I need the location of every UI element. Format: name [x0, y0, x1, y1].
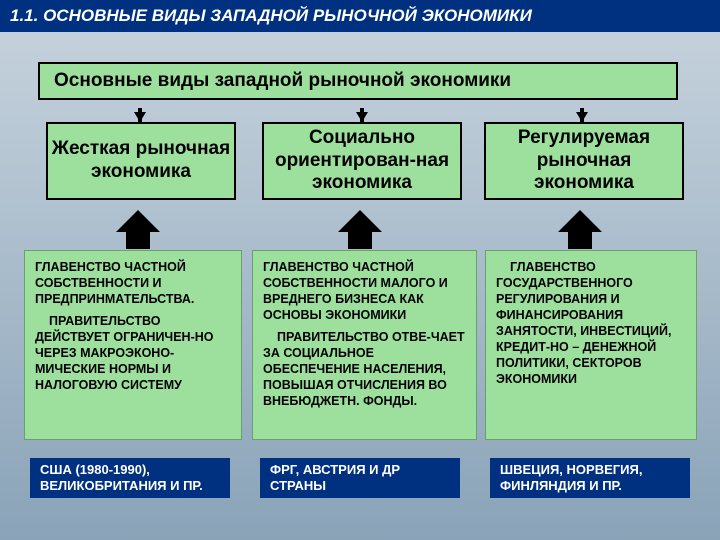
country-box-3: ШВЕЦИЯ, НОРВЕГИЯ, ФИНЛЯНДИЯ И ПР.	[490, 458, 690, 498]
arrow-up-icon	[116, 210, 160, 232]
desc-box-3: ГЛАВЕНСТВО ГОСУДАРСТВЕННОГО РЕГУЛИРОВАНИ…	[485, 250, 697, 440]
arrow-up-icon	[558, 210, 602, 232]
title-box: Основные виды западной рыночной экономик…	[38, 62, 678, 100]
diagram-area: Основные виды западной рыночной экономик…	[0, 32, 720, 538]
country-box-2: ФРГ, АВСТРИЯ И ДР СТРАНЫ	[260, 458, 460, 498]
slide-header: 1.1. ОСНОВНЫЕ ВИДЫ ЗАПАДНОЙ РЫНОЧНОЙ ЭКО…	[0, 0, 720, 32]
arrow-down-icon	[576, 112, 588, 122]
arrow-up-icon	[338, 210, 382, 232]
type-box-2: Социально ориентирован-ная экономика	[262, 122, 462, 200]
type-box-3: Регулируемая рыночная экономика	[484, 122, 684, 200]
desc-text: ГЛАВЕНСТВО ЧАСТНОЙ СОБСТВЕННОСТИ МАЛОГО …	[263, 259, 466, 323]
desc-text: ГЛАВЕНСТВО ЧАСТНОЙ СОБСТВЕННОСТИ И ПРЕДП…	[35, 259, 231, 307]
desc-text: ГЛАВЕНСТВО ГОСУДАРСТВЕННОГО РЕГУЛИРОВАНИ…	[496, 259, 686, 387]
country-box-1: США (1980-1990), ВЕЛИКОБРИТАНИЯ И ПР.	[30, 458, 230, 498]
desc-text: ПРАВИТЕЛЬСТВО ДЕЙСТВУЕТ ОГРАНИЧЕН-НО ЧЕР…	[35, 313, 231, 393]
desc-box-2: ГЛАВЕНСТВО ЧАСТНОЙ СОБСТВЕННОСТИ МАЛОГО …	[252, 250, 477, 440]
desc-text: ПРАВИТЕЛЬСТВО ОТВЕ-ЧАЕТ ЗА СОЦИАЛЬНОЕ ОБ…	[263, 329, 466, 409]
arrow-down-icon	[356, 112, 368, 122]
type-box-1: Жесткая рыночная экономика	[46, 122, 236, 200]
arrow-down-icon	[134, 112, 146, 122]
desc-box-1: ГЛАВЕНСТВО ЧАСТНОЙ СОБСТВЕННОСТИ И ПРЕДП…	[24, 250, 242, 440]
